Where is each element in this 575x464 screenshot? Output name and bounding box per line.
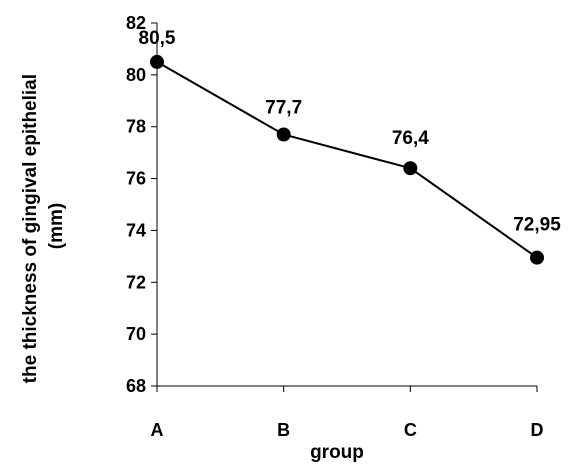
y-tick-label: 76 bbox=[126, 169, 146, 189]
data-point bbox=[150, 54, 164, 69]
y-axis-title: the thickness of gingival epithelial (mm… bbox=[20, 69, 67, 384]
data-label: 80,5 bbox=[139, 28, 176, 49]
x-tick-label: A bbox=[151, 420, 164, 440]
y-tick-label: 68 bbox=[126, 376, 146, 396]
data-label: 77,7 bbox=[265, 97, 302, 118]
x-tick-label: C bbox=[404, 420, 417, 440]
data-label: 76,4 bbox=[392, 128, 429, 149]
x-axis-title: group bbox=[310, 442, 364, 463]
data-label: 72,95 bbox=[513, 215, 561, 236]
y-axis-title-line-2: (mm) bbox=[46, 203, 67, 249]
y-axis-title-line-1: the thickness of gingival epithelial bbox=[20, 74, 41, 383]
y-tick-label: 80 bbox=[126, 65, 146, 85]
x-tick-label: B bbox=[277, 420, 290, 440]
y-axis: 68 70 72 74 76 78 80 82 bbox=[126, 13, 158, 396]
x-axis: A B C D bbox=[151, 385, 544, 440]
series-line bbox=[156, 61, 538, 259]
y-tick-label: 74 bbox=[126, 220, 146, 240]
data-labels: 80,5 77,7 76,4 72,95 bbox=[139, 28, 562, 236]
y-tick-label: 82 bbox=[126, 13, 146, 33]
data-point bbox=[276, 127, 291, 142]
y-tick-label: 70 bbox=[126, 324, 146, 344]
y-tick-label: 78 bbox=[126, 117, 146, 137]
data-point bbox=[530, 250, 544, 265]
x-tick-label: D bbox=[531, 420, 544, 440]
series-group bbox=[150, 54, 544, 265]
data-point bbox=[403, 161, 418, 176]
y-tick-label: 72 bbox=[126, 272, 146, 292]
